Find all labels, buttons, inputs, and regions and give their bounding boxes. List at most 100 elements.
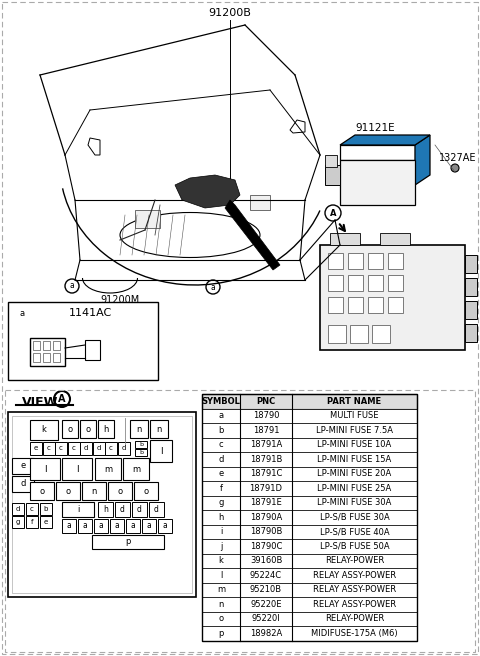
Text: a: a (98, 522, 103, 531)
Bar (328, 253, 343, 269)
Bar (62, 519, 76, 533)
Circle shape (451, 164, 459, 172)
Text: o: o (218, 614, 224, 623)
Bar (115, 502, 130, 517)
Bar (202, 438, 417, 452)
Bar (202, 539, 417, 554)
Text: 95224C: 95224C (250, 571, 282, 580)
Bar (30, 458, 60, 480)
Bar (53, 341, 60, 350)
Bar (33, 353, 40, 362)
Bar (98, 502, 113, 517)
Bar (12, 416, 192, 593)
Text: c: c (219, 440, 223, 449)
Bar (348, 297, 363, 313)
Bar (202, 626, 417, 640)
Bar (150, 420, 168, 438)
Text: n: n (136, 424, 142, 434)
Bar (33, 341, 40, 350)
Text: e: e (20, 462, 25, 470)
Circle shape (91, 350, 94, 354)
Bar (12, 476, 34, 492)
Bar (325, 165, 340, 185)
Text: c: c (72, 445, 75, 451)
Bar (328, 325, 346, 343)
Bar (250, 195, 270, 210)
Bar (62, 420, 78, 438)
Text: MIDIFUSE-175A (M6): MIDIFUSE-175A (M6) (311, 628, 398, 638)
Bar (40, 503, 52, 515)
Bar (465, 255, 477, 273)
Polygon shape (225, 200, 280, 270)
Text: VIEW: VIEW (22, 396, 59, 409)
Bar (12, 458, 34, 474)
Text: 18791B: 18791B (250, 455, 282, 464)
Text: h: h (103, 505, 108, 514)
Text: o: o (118, 487, 122, 495)
Text: 18790C: 18790C (250, 542, 282, 551)
Text: LP-MINI FUSE 20A: LP-MINI FUSE 20A (317, 469, 392, 478)
Bar (93, 442, 105, 455)
Bar (202, 510, 417, 525)
Text: a: a (218, 411, 224, 420)
Bar (368, 275, 383, 291)
Text: m: m (132, 464, 140, 474)
Text: d: d (121, 445, 126, 451)
Bar (126, 519, 140, 533)
Bar (43, 442, 55, 455)
Text: m: m (217, 585, 225, 594)
Text: LP-MINI FUSE 30A: LP-MINI FUSE 30A (317, 499, 392, 507)
Bar (202, 394, 417, 640)
Bar (95, 458, 121, 480)
Text: A: A (58, 394, 66, 404)
Bar (202, 394, 417, 409)
Text: 18791E: 18791E (250, 499, 282, 507)
Bar (202, 525, 417, 539)
Bar (388, 297, 403, 313)
Text: LP-MINI FUSE 15A: LP-MINI FUSE 15A (317, 455, 392, 464)
Bar (105, 442, 117, 455)
Bar (202, 583, 417, 597)
Text: 18790: 18790 (253, 411, 279, 420)
Text: 18791C: 18791C (250, 469, 282, 478)
Bar (135, 210, 160, 228)
Bar (8, 302, 158, 380)
Text: e: e (34, 445, 38, 451)
Text: o: o (65, 487, 71, 495)
Bar (149, 502, 164, 517)
Bar (94, 519, 108, 533)
Bar (80, 420, 96, 438)
Text: 91121E: 91121E (355, 123, 395, 133)
Polygon shape (175, 175, 240, 208)
Bar (78, 519, 92, 533)
Text: b: b (44, 506, 48, 512)
Text: l: l (76, 464, 78, 474)
Bar (368, 253, 383, 269)
Bar (135, 449, 147, 456)
Text: d: d (218, 455, 224, 464)
Bar (30, 338, 65, 366)
Bar (368, 297, 383, 313)
Text: h: h (103, 424, 108, 434)
Bar (132, 502, 147, 517)
Bar (328, 275, 343, 291)
Text: e: e (44, 519, 48, 525)
Text: LP-S/B FUSE 50A: LP-S/B FUSE 50A (320, 542, 389, 551)
Text: m: m (104, 464, 112, 474)
Text: n: n (156, 424, 162, 434)
Text: 18791A: 18791A (250, 440, 282, 449)
Text: o: o (67, 424, 72, 434)
Text: d: d (16, 506, 20, 512)
Bar (40, 516, 52, 528)
Bar (30, 442, 42, 455)
Bar (388, 275, 403, 291)
Bar (68, 442, 80, 455)
Text: SYMBOL: SYMBOL (202, 397, 240, 406)
Text: 18791D: 18791D (250, 483, 283, 493)
Bar (330, 233, 360, 245)
Text: d: d (20, 480, 26, 489)
Bar (142, 519, 156, 533)
Bar (202, 495, 417, 510)
Bar (134, 482, 158, 500)
Bar (202, 554, 417, 568)
